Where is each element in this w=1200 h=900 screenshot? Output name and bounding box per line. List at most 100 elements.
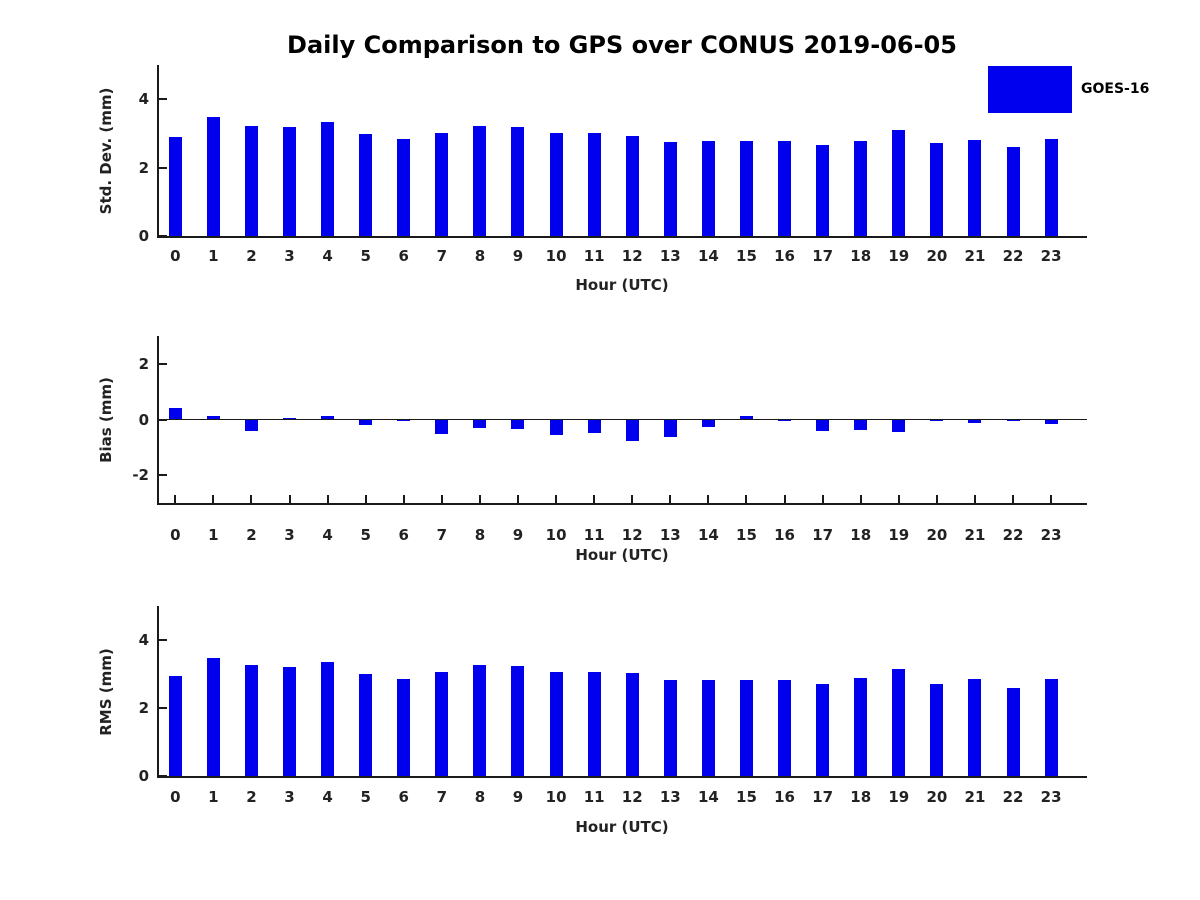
bar-hour-5 — [359, 134, 373, 236]
x-tick-label: 16 — [774, 526, 795, 544]
x-tick-label: 20 — [926, 788, 948, 806]
x-tick-mark — [897, 495, 900, 503]
bar-hour-1 — [206, 658, 220, 776]
bar-hour-19 — [892, 419, 906, 433]
x-tick-label: 10 — [545, 247, 567, 265]
x-tick-label: 5 — [360, 526, 371, 544]
bar-hour-10 — [549, 419, 563, 436]
x-tick-label: 20 — [926, 247, 948, 265]
y-tick-label: 2 — [138, 354, 149, 373]
bar-hour-21 — [968, 419, 982, 423]
x-tick-mark — [631, 495, 634, 503]
x-tick-label: 3 — [284, 247, 295, 265]
x-tick-label: 17 — [812, 247, 834, 265]
x-tick-label: 0 — [170, 247, 181, 265]
bar-hour-2 — [244, 665, 258, 776]
bar-hour-16 — [778, 679, 792, 776]
bar-hour-12 — [625, 673, 639, 776]
x-tick-label: 18 — [850, 788, 872, 806]
x-tick-label: 19 — [888, 247, 910, 265]
x-tick-label: 1 — [208, 788, 219, 806]
x-tick-label: 21 — [964, 247, 986, 265]
x-tick-label: 6 — [398, 788, 409, 806]
x-tick-label: 0 — [170, 526, 181, 544]
y-tick-mark — [159, 707, 167, 709]
x-tick-label: 22 — [1002, 247, 1024, 265]
bar-hour-15 — [739, 141, 753, 236]
bar-hour-2 — [244, 126, 258, 236]
bar-hour-20 — [930, 419, 944, 421]
x-tick-label: 15 — [736, 526, 757, 544]
x-tick-mark — [326, 495, 329, 503]
bar-hour-0 — [168, 136, 182, 236]
x-tick-label: 13 — [659, 247, 681, 265]
x-tick-label: 1 — [208, 526, 219, 544]
bar-hour-23 — [1044, 138, 1058, 236]
x-tick-label: 2 — [246, 526, 257, 544]
bar-hour-8 — [473, 125, 487, 236]
x-tick-mark — [402, 495, 405, 503]
bar-hour-12 — [625, 419, 639, 441]
y-tick-mark — [159, 474, 167, 477]
x-tick-mark — [821, 495, 824, 503]
x-tick-label: 3 — [284, 526, 295, 544]
x-tick-label: 23 — [1040, 788, 1062, 806]
x-tick-label: 4 — [322, 788, 333, 806]
x-tick-label: 19 — [888, 526, 910, 544]
x-tick-label: 13 — [659, 788, 681, 806]
x-tick-label: 6 — [398, 247, 409, 265]
x-tick-mark — [1012, 495, 1015, 503]
x-tick-label: 9 — [512, 526, 524, 544]
x-tick-label: 9 — [512, 247, 524, 265]
x-tick-label: 5 — [360, 788, 371, 806]
x-tick-mark — [440, 495, 443, 503]
bar-hour-18 — [854, 140, 868, 236]
bar-hour-4 — [321, 662, 335, 776]
x-tick-label: 23 — [1040, 526, 1062, 544]
x-tick-mark — [973, 495, 976, 503]
x-tick-label: 14 — [697, 247, 719, 265]
bar-hour-4 — [321, 416, 335, 420]
bar-hour-23 — [1044, 678, 1058, 776]
x-tick-label: 10 — [545, 526, 567, 544]
x-tick-label: 11 — [583, 788, 605, 806]
bar-hour-18 — [854, 678, 868, 776]
x-axis-label-bias: Hour (UTC) — [575, 546, 669, 564]
x-tick-label: 7 — [436, 526, 448, 544]
x-tick-label: 19 — [888, 788, 910, 806]
y-tick-label: 2 — [138, 699, 149, 717]
x-tick-label: 18 — [850, 247, 872, 265]
x-tick-mark — [593, 495, 596, 503]
plot-area-stddev: 0 1 2 3 4 5 6 7 8 9 10 11 12 13 14 15 16 17 18 19 20 21 22 23 0 2… — [139, 65, 1087, 265]
x-tick-mark — [1050, 495, 1053, 503]
x-tick-label: 11 — [583, 247, 605, 265]
x-tick-label: 8 — [474, 247, 486, 265]
x-axis-label-stddev: Hour (UTC) — [575, 276, 669, 294]
x-tick-label: 16 — [774, 788, 795, 806]
bar-hour-9 — [511, 126, 525, 236]
x-tick-label: 7 — [436, 247, 448, 265]
plot-area-bias: 0 1 2 3 4 5 6 7 8 9 10 11 12 13 14 15 16 17 18 19 20 21 22 23 -2… — [132, 336, 1087, 544]
bar-hour-16 — [778, 419, 792, 421]
bar-hour-15 — [739, 416, 753, 420]
x-tick-mark — [250, 495, 253, 503]
x-tick-label: 6 — [398, 526, 409, 544]
y-tick-mark — [159, 98, 167, 101]
bar-hour-21 — [968, 678, 982, 776]
x-tick-label: 1 — [208, 247, 219, 265]
bar-hour-17 — [816, 145, 830, 236]
y-tick-mark — [159, 418, 167, 421]
bar-hour-7 — [435, 419, 449, 434]
bar-hour-11 — [587, 133, 601, 236]
x-tick-label: 21 — [964, 526, 986, 544]
x-tick-label: 18 — [850, 526, 872, 544]
bar-hour-6 — [397, 419, 411, 422]
x-tick-mark — [555, 495, 558, 503]
bar-hour-8 — [473, 665, 487, 776]
x-tick-label: 2 — [246, 247, 257, 265]
bar-hour-11 — [587, 672, 601, 776]
bar-hour-17 — [816, 419, 830, 431]
y-tick-label: 4 — [138, 631, 149, 649]
x-tick-label: 8 — [474, 526, 486, 544]
